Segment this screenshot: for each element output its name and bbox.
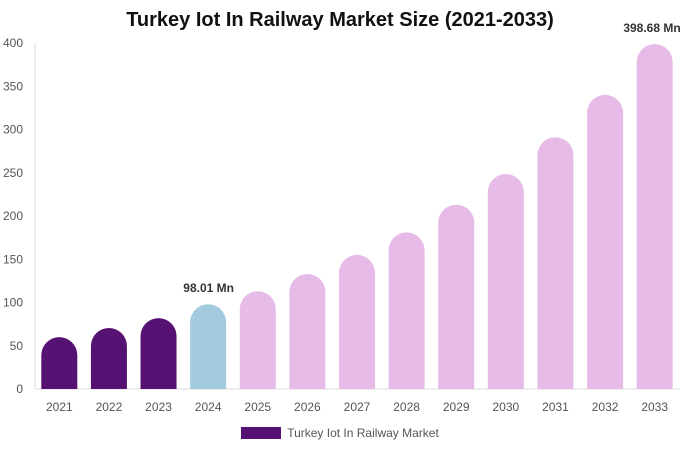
y-tick-label: 350 xyxy=(3,79,23,93)
bar-2028 xyxy=(388,232,425,389)
x-tick-label: 2021 xyxy=(46,400,73,414)
y-tick-label: 300 xyxy=(3,123,23,137)
bar-2029 xyxy=(438,204,475,389)
legend-label: Turkey Iot In Railway Market xyxy=(287,426,439,440)
x-tick-label: 2027 xyxy=(344,400,371,414)
x-tick-label: 2032 xyxy=(592,400,619,414)
bar-2021 xyxy=(41,337,78,389)
x-tick-label: 2023 xyxy=(145,400,172,414)
x-tick-label: 2025 xyxy=(244,400,271,414)
x-tick-label: 2029 xyxy=(443,400,470,414)
x-tick-label: 2031 xyxy=(542,400,569,414)
legend-swatch xyxy=(241,427,282,439)
bar-2024 xyxy=(190,304,227,389)
x-tick-label: 2024 xyxy=(195,400,222,414)
bar-2033 xyxy=(636,44,673,390)
x-tick-label: 2022 xyxy=(96,400,123,414)
y-tick-label: 400 xyxy=(3,36,23,50)
y-tick-label: 250 xyxy=(3,166,23,180)
data-label: 398.68 Mn xyxy=(623,21,680,35)
bar-2023 xyxy=(140,318,177,389)
bar-2026 xyxy=(289,273,326,389)
y-tick-label: 150 xyxy=(3,252,23,266)
x-tick-label: 2030 xyxy=(492,400,519,414)
y-tick-label: 200 xyxy=(3,209,23,223)
bar-2025 xyxy=(239,291,276,389)
bar-2027 xyxy=(339,254,375,389)
legend: Turkey Iot In Railway Market xyxy=(0,426,680,440)
y-tick-label: 50 xyxy=(10,339,24,353)
bar-2031 xyxy=(537,137,574,389)
bar-2022 xyxy=(90,328,127,389)
bar-2032 xyxy=(587,94,624,389)
x-tick-label: 2033 xyxy=(641,400,668,414)
chart-title: Turkey Iot In Railway Market Size (2021-… xyxy=(126,9,554,31)
x-tick-label: 2028 xyxy=(393,400,420,414)
bar-2030 xyxy=(487,174,524,389)
y-tick-label: 100 xyxy=(3,296,23,310)
x-tick-label: 2026 xyxy=(294,400,321,414)
y-tick-label: 0 xyxy=(16,382,23,396)
data-label: 98.01 Mn xyxy=(183,281,234,295)
